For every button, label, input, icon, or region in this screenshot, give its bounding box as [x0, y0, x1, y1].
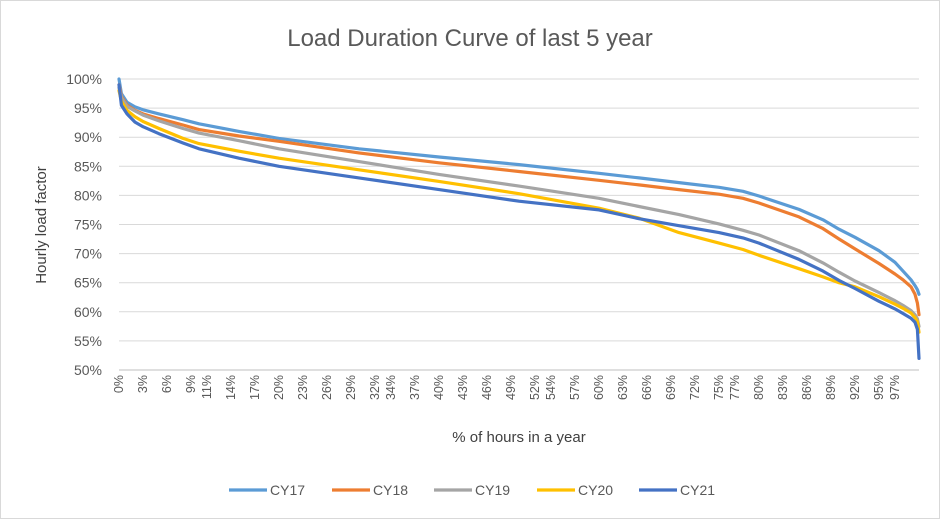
x-axis-title: % of hours in a year	[452, 429, 585, 446]
y-tick-label: 50%	[74, 362, 102, 378]
x-tick-label: 43%	[456, 375, 470, 400]
x-tick-label: 49%	[504, 375, 518, 400]
x-tick-label: 46%	[480, 375, 494, 400]
y-tick-label: 70%	[74, 246, 102, 262]
series-line-cy18	[117, 83, 921, 317]
legend-label-cy18: CY18	[373, 482, 408, 498]
x-tick-label: 75%	[712, 375, 726, 400]
x-tick-label: 23%	[296, 375, 310, 400]
x-tick-label: 54%	[544, 375, 558, 400]
x-tick-label: 69%	[664, 375, 678, 400]
legend-label-cy20: CY20	[578, 482, 613, 498]
y-tick-label: 85%	[74, 158, 102, 174]
x-tick-label: 34%	[384, 375, 398, 400]
x-tick-label: 40%	[432, 375, 446, 400]
series-line-cy21	[117, 83, 921, 360]
y-tick-label: 95%	[74, 100, 102, 116]
legend: CY17 CY18 CY19 CY20 CY21	[229, 482, 715, 498]
x-tick-label: 9%	[184, 375, 198, 393]
series-line-cy17	[117, 77, 921, 296]
legend-label-cy19: CY19	[475, 482, 510, 498]
series-line-cy19	[117, 86, 921, 328]
x-tick-label: 66%	[640, 375, 654, 400]
x-tick-label: 17%	[248, 375, 262, 400]
legend-label-cy21: CY21	[680, 482, 715, 498]
y-tick-label: 100%	[66, 71, 102, 87]
y-tick-label: 65%	[74, 275, 102, 291]
y-tick-label: 80%	[74, 187, 102, 203]
y-tick-label: 90%	[74, 129, 102, 145]
x-tick-label: 92%	[848, 375, 862, 400]
legend-label-cy17: CY17	[270, 482, 305, 498]
chart-title: Load Duration Curve of last 5 year	[287, 25, 653, 52]
x-tick-label: 60%	[592, 375, 606, 400]
y-tick-label: 55%	[74, 333, 102, 349]
x-tick-label: 95%	[872, 375, 886, 400]
x-tick-label: 57%	[568, 375, 582, 400]
x-tick-label: 3%	[136, 375, 150, 393]
y-axis-ticks: 50% 55% 60% 65% 70% 75% 80% 85% 90% 95% 100%	[66, 71, 102, 378]
x-tick-label: 52%	[528, 375, 542, 400]
x-tick-label: 0%	[112, 375, 126, 393]
x-tick-label: 26%	[320, 375, 334, 400]
series-lines	[117, 77, 921, 360]
gridlines	[119, 78, 919, 371]
x-tick-label: 37%	[408, 375, 422, 400]
x-tick-label: 72%	[688, 375, 702, 400]
x-tick-label: 97%	[888, 375, 902, 400]
x-tick-label: 80%	[752, 375, 766, 400]
x-tick-label: 77%	[728, 375, 742, 400]
y-axis-title: Hourly load factor	[33, 166, 50, 284]
x-tick-label: 20%	[272, 375, 286, 400]
x-axis-ticks: 0% 3% 6% 9% 11% 14% 17% 20% 23% 26% 29% 32% 34% 37% 40…	[112, 375, 902, 400]
x-tick-label: 29%	[344, 375, 358, 400]
x-tick-label: 14%	[224, 375, 238, 400]
x-tick-label: 86%	[800, 375, 814, 400]
x-tick-label: 6%	[160, 375, 174, 393]
y-tick-label: 60%	[74, 304, 102, 320]
x-tick-label: 63%	[616, 375, 630, 400]
x-tick-label: 83%	[776, 375, 790, 400]
x-tick-label: 32%	[368, 375, 382, 400]
x-tick-label: 89%	[824, 375, 838, 400]
y-tick-label: 75%	[74, 217, 102, 233]
x-tick-label: 11%	[200, 375, 214, 399]
series-line-cy20	[117, 88, 921, 334]
